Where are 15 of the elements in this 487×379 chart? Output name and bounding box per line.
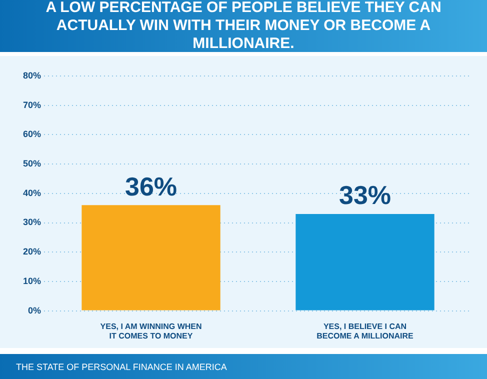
data-label: 33% (338, 180, 392, 210)
data-label: 36% (124, 171, 178, 202)
y-tick-label: 60% (23, 129, 42, 140)
y-tick-label: 0% (28, 305, 42, 316)
chart-title: A LOW PERCENTAGE OF PEOPLE BELIEVE THEY CAN ACTUALLY WIN WITH THEIR MONEY OR BECOME A MILLIONAIRE. (0, 0, 487, 52)
x-tick-label: YES, I BELIEVE I CAN BECOME A MILLIONAIRE (316, 322, 414, 340)
y-tick-label: 40% (23, 188, 42, 198)
y-tick-label: 50% (23, 158, 42, 169)
x-tick-label: YES, I AM WINNING WHEN IT COMES TO MONEY (100, 322, 202, 340)
y-tick-label: 10% (23, 276, 42, 286)
text: THE STATE OF PERSONAL FINANCE IN AMERICA (0, 354, 487, 379)
y-tick-label: 30% (23, 217, 42, 228)
y-tick-label: 20% (23, 246, 42, 257)
y-tick-label: 80% (23, 70, 42, 80)
y-tick-label: 70% (23, 100, 42, 110)
